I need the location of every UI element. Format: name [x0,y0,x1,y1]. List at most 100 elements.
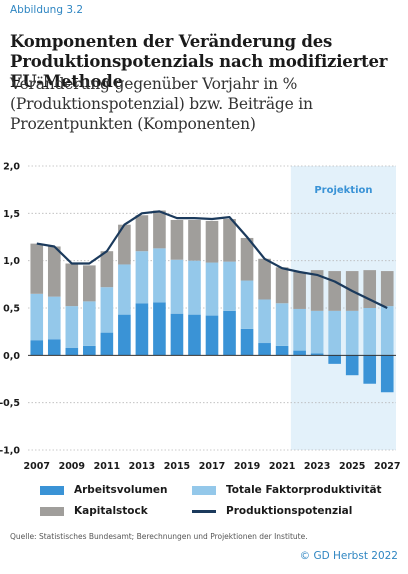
bar-segment [30,340,44,356]
bar-segment [118,264,131,315]
bar-segment [223,219,236,262]
legend-label: Kapitalstock [74,505,148,517]
bar-segment [345,310,359,356]
stacked-bar-chart: Projektion 2,01,51,00,50,0-0,5-1,0 2007 2… [0,162,401,473]
bar-segment [188,260,201,315]
x-tick-label: 2017 [199,461,225,472]
bar-segment [293,272,306,309]
bar-segment [345,355,359,376]
legend-item-produktionspotenzial: Produktionspotenzial [192,505,352,517]
y-tick-label: 1,5 [3,209,20,220]
y-tick-label: -1,0 [0,446,20,457]
bar-segment [310,353,324,356]
bar-segment [47,246,61,297]
bar-segment [328,271,341,311]
bar-segment [240,328,254,356]
legend-line-swatch [192,509,216,513]
bar-segment [30,293,44,341]
bar-segment [380,271,394,307]
legend-swatch [192,485,216,495]
bar-segment [293,350,306,356]
bar-segment [310,270,324,311]
bar-segment [258,343,271,356]
bar-segment [135,215,149,252]
bar-segment [380,355,394,393]
bar-segment [205,262,219,316]
bar-segment [153,248,166,303]
bar-segment [83,265,96,302]
bar-segment [275,345,289,356]
bar-segment [118,314,131,356]
bar-segment [363,355,377,384]
bar-segment [275,303,289,346]
bars [30,210,394,393]
bar-segment [188,314,201,356]
bar-segment [47,339,61,356]
legend: Arbeitsvolumen Totale Faktorproduktivitä… [0,484,408,524]
figure-label: Abbildung 3.2 [10,4,84,16]
x-tick-label: 2011 [94,461,120,472]
bar-segment [275,267,289,304]
bar-segment [118,224,131,265]
credit: © GD Herbst 2022 [299,550,398,562]
legend-item-tfp: Totale Faktorproduktivität [192,484,382,496]
produktionspotenzial-line [36,210,388,309]
bar-segment [30,243,44,294]
x-tick-label: 2021 [269,461,295,472]
bar-segment [328,355,341,364]
bar-segment [135,251,149,304]
bar-segment [65,263,79,307]
x-tick-label: 2013 [129,461,155,472]
bar-segment [380,306,394,356]
bar-segment [188,219,201,261]
bar-segment [170,259,184,314]
bar-segment [153,210,166,249]
bar-segment [258,258,271,300]
bar-segment [328,310,341,356]
bar-segment [205,315,219,356]
x-axis-labels: 2007 2009 2011 2013 2015 2017 2019 2021 2023 2025… [24,461,401,472]
bar-segment [240,237,254,281]
legend-swatch [40,506,64,516]
bar-segment [47,296,61,340]
y-tick-label: 0,0 [3,351,20,362]
legend-label: Arbeitsvolumen [74,484,168,496]
legend-swatch [40,485,64,495]
y-axis-labels: 2,0 1,5 1,0 0,5 0,0 -0,5 -1,0 [0,162,20,457]
x-tick-label: 2025 [339,461,365,472]
bar-segment [240,280,254,329]
x-tick-label: 2027 [374,461,400,472]
x-tick-label: 2009 [59,461,85,472]
legend-item-kapitalstock: Kapitalstock [40,505,148,517]
bar-segment [65,306,79,348]
bar-segment [100,332,114,356]
bar-segment [258,299,271,344]
y-tick-label: -0,5 [0,398,20,409]
bar-segment [65,347,79,356]
y-tick-label: 1,0 [3,256,20,267]
projection-label: Projektion [314,185,372,196]
bar-segment [100,287,114,333]
bar-segment [135,303,149,356]
x-tick-label: 2015 [164,461,190,472]
legend-label: Totale Faktorproduktivität [226,484,382,496]
chart-title: Komponenten der Veränderung des Produkti… [10,32,388,91]
legend-item-arbeitsvolumen: Arbeitsvolumen [40,484,167,496]
bar-segment [293,308,306,351]
bar-segment [153,302,166,356]
y-tick-label: 0,5 [3,304,20,315]
chart-subtitle: Veränderung gegenüber Vorjahr in % (Prod… [10,75,313,133]
bar-segment [83,345,96,356]
bar-segment [363,308,377,356]
bar-segment [310,310,324,354]
bar-segment [100,251,114,288]
x-tick-label: 2019 [234,461,260,472]
bar-segment [170,219,184,260]
bar-segment [223,261,236,311]
source-note: Quelle: Statistisches Bundesamt; Berechn… [10,532,308,541]
legend-label: Produktionspotenzial [226,505,353,517]
x-tick-label: 2023 [304,461,330,472]
y-tick-label: 2,0 [3,162,20,173]
bar-segment [223,310,236,356]
x-tick-label: 2007 [24,461,50,472]
